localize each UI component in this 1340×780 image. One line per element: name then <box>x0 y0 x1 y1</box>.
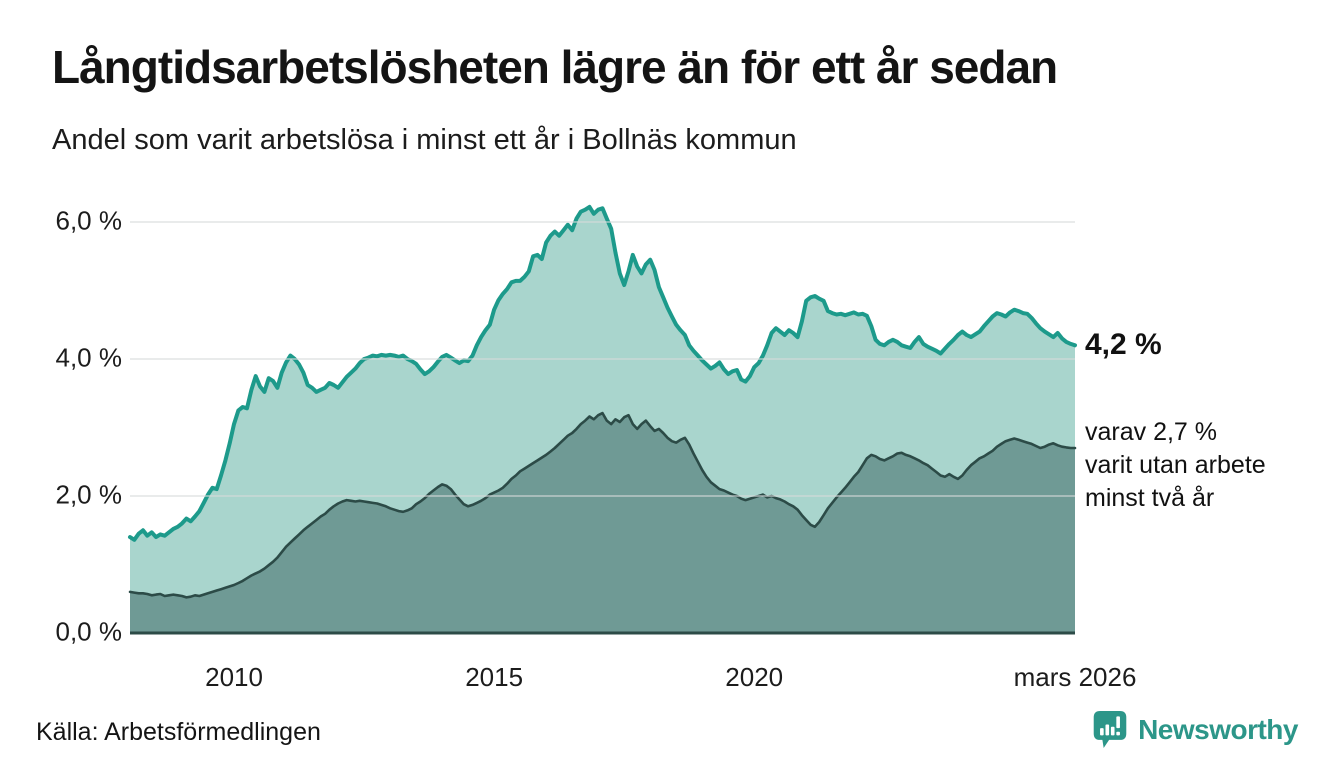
y-tick-label-4: 4,0 % <box>55 342 123 373</box>
secondary-value-label: varav 2,7 % varit utan arbete minst två … <box>1085 416 1266 515</box>
brand-logo: Newsworthy <box>1091 708 1298 751</box>
chart-subtitle: Andel som varit arbetslösa i minst ett å… <box>52 124 797 156</box>
secondary-value-line1: varav 2,7 % <box>1085 418 1218 446</box>
y-tick-label-0: 0,0 % <box>55 616 123 647</box>
x-tick-label-mars-2026: mars 2026 <box>1013 662 1137 692</box>
line-one-year <box>128 204 1077 542</box>
newsworthy-bubble-chart-icon <box>1091 708 1129 751</box>
line-two-year <box>128 411 1077 599</box>
x-tick-label-2015: 2015 <box>465 662 524 692</box>
area-two-year <box>130 413 1075 633</box>
source-caption: Källa: Arbetsförmedlingen <box>36 718 321 746</box>
y-tick-label-6: 6,0 % <box>55 205 123 236</box>
secondary-value-line2: varit utan arbete <box>1085 451 1266 479</box>
chart-title: Långtidsarbetslösheten lägre än för ett … <box>52 41 1058 93</box>
x-tick-label-2020: 2020 <box>725 662 784 692</box>
secondary-value-line3: minst två år <box>1085 484 1215 512</box>
brand-name: Newsworthy <box>1138 713 1298 745</box>
gridlines <box>130 221 1075 497</box>
y-tick-label-2: 2,0 % <box>55 479 123 510</box>
x-tick-label-2010: 2010 <box>205 662 263 692</box>
latest-value-label: 4,2 % <box>1085 328 1162 361</box>
